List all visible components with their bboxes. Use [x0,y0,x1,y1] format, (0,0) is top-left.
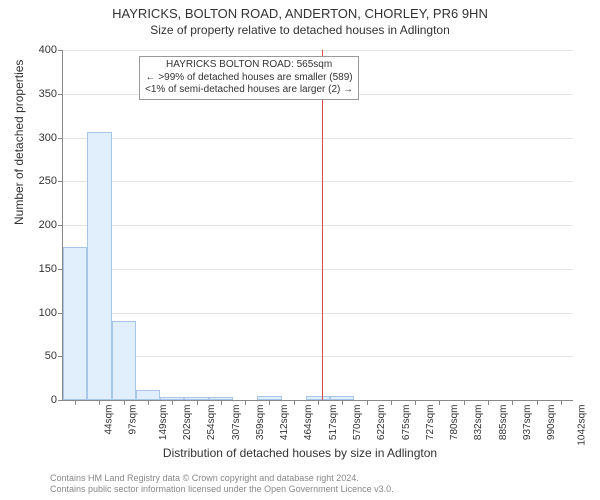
y-tick-label: 0 [25,394,57,406]
x-tick-label: 97sqm [128,405,139,435]
y-axis-title: Number of detached properties [12,60,26,225]
x-tick [561,400,562,405]
grid-line [63,50,573,51]
x-tick-label: 675sqm [401,405,412,441]
y-tick-label: 100 [25,307,57,319]
x-tick-label: 149sqm [158,405,169,441]
y-tick [58,94,63,95]
bar [136,390,160,401]
x-tick [415,400,416,405]
footnote: Contains HM Land Registry data © Crown c… [50,473,394,496]
annotation-line2: ← >99% of detached houses are smaller (5… [145,72,353,85]
y-tick-label: 350 [25,88,57,100]
x-tick [318,400,319,405]
x-tick-label: 832sqm [474,405,485,441]
x-tick [124,400,125,405]
y-tick-label: 150 [25,263,57,275]
annotation-line1: HAYRICKS BOLTON ROAD: 565sqm [145,59,353,72]
plot-area: 05010015020025030035040044sqm97sqm149sqm… [62,50,573,401]
x-tick [148,400,149,405]
x-tick [75,400,76,405]
x-tick-label: 202sqm [182,405,193,441]
x-tick [221,400,222,405]
x-tick [512,400,513,405]
x-tick-label: 412sqm [279,405,290,441]
x-tick [197,400,198,405]
x-tick [269,400,270,405]
x-tick-label: 727sqm [425,405,436,441]
x-tick [391,400,392,405]
x-tick-label: 780sqm [449,405,460,441]
grid-line [63,356,573,357]
x-tick-label: 937sqm [522,405,533,441]
x-axis-title: Distribution of detached houses by size … [0,446,600,460]
y-tick-label: 400 [25,44,57,56]
x-tick [294,400,295,405]
annotation-box: HAYRICKS BOLTON ROAD: 565sqm ← >99% of d… [139,56,359,100]
chart-title: HAYRICKS, BOLTON ROAD, ANDERTON, CHORLEY… [0,0,600,21]
grid-line [63,225,573,226]
x-tick-label: 622sqm [376,405,387,441]
x-tick-label: 517sqm [328,405,339,441]
y-tick [58,138,63,139]
x-tick [439,400,440,405]
x-tick-label: 307sqm [231,405,242,441]
x-tick [342,400,343,405]
bar [112,321,136,400]
grid-line [63,181,573,182]
y-tick-label: 200 [25,219,57,231]
x-tick-label: 990sqm [546,405,557,441]
annotation-line3: <1% of semi-detached houses are larger (… [145,84,353,97]
grid-line [63,313,573,314]
y-tick-label: 300 [25,132,57,144]
x-tick-label: 1042sqm [576,405,587,446]
x-tick-label: 44sqm [104,405,115,435]
footnote-line1: Contains HM Land Registry data © Crown c… [50,473,394,485]
y-tick [58,181,63,182]
x-tick [99,400,100,405]
footnote-line2: Contains public sector information licen… [50,484,394,496]
bar [87,132,111,400]
x-tick-label: 885sqm [498,405,509,441]
y-tick [58,225,63,226]
y-tick [58,400,63,401]
y-tick-label: 250 [25,175,57,187]
grid-line [63,138,573,139]
x-tick-label: 359sqm [255,405,266,441]
x-tick [172,400,173,405]
x-tick-label: 254sqm [206,405,217,441]
x-tick [245,400,246,405]
chart-subtitle: Size of property relative to detached ho… [0,21,600,37]
x-tick [488,400,489,405]
x-tick [367,400,368,405]
y-tick [58,50,63,51]
grid-line [63,269,573,270]
x-tick [464,400,465,405]
bar [63,247,87,400]
chart-container: HAYRICKS, BOLTON ROAD, ANDERTON, CHORLEY… [0,0,600,500]
x-tick-label: 570sqm [352,405,363,441]
marker-line [322,50,323,400]
x-tick [537,400,538,405]
x-tick-label: 464sqm [304,405,315,441]
y-tick-label: 50 [25,350,57,362]
